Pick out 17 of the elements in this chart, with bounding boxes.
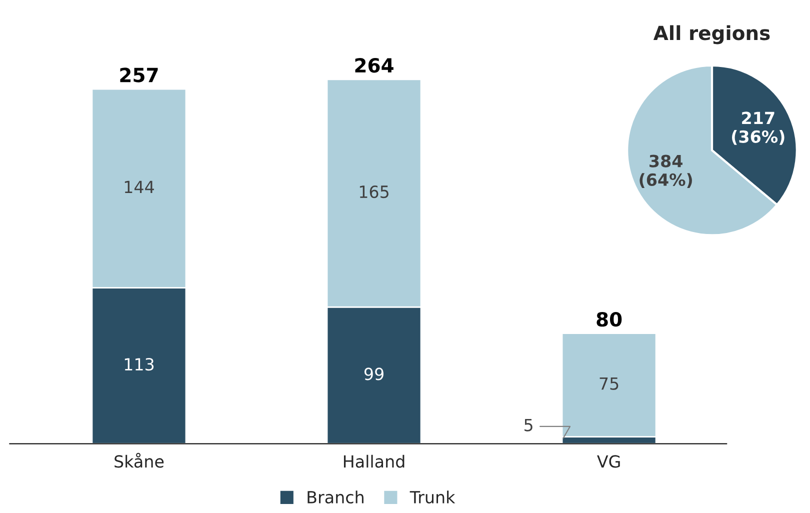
legend-label: Branch [308, 490, 364, 504]
total-label: 257 [120, 68, 158, 82]
data-label: 113 [124, 358, 154, 371]
data-label: 217 (36%) [732, 112, 784, 145]
x-tick-label: Skåne [114, 452, 164, 468]
total-label: 80 [596, 312, 622, 327]
data-label: 5 [524, 418, 532, 432]
data-label: 99 [364, 368, 384, 380]
legend-label: Trunk [410, 490, 456, 504]
x-tick-label: Halland [344, 454, 404, 468]
chart-title: All regions [653, 25, 770, 44]
data-label: 75 [600, 378, 618, 390]
total-label: 264 [355, 58, 394, 73]
x-tick-label: VG [597, 455, 620, 468]
data-label: 384 (64%) [640, 154, 692, 188]
data-label: 165 [360, 185, 388, 198]
data-label: 144 [124, 180, 154, 194]
